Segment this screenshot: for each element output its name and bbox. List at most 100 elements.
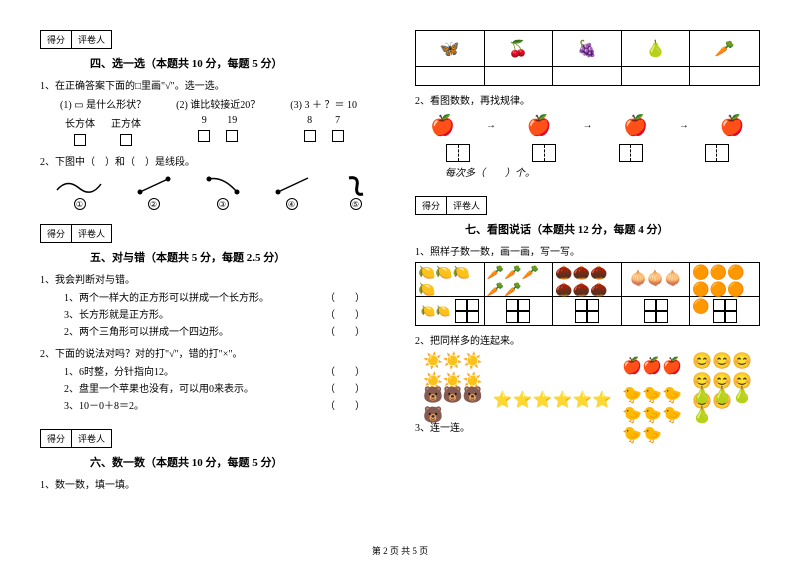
cell-blank[interactable] bbox=[553, 297, 622, 325]
checkbox[interactable] bbox=[332, 130, 344, 142]
grid-blank[interactable] bbox=[553, 67, 622, 85]
sec4-q2: 2、下图中（ ）和（ ）是线段。 bbox=[40, 153, 385, 168]
sec6-q1: 1、数一数，填一填。 bbox=[40, 476, 385, 491]
shape-3: ③ bbox=[203, 174, 243, 210]
cell-lemons: 🍋🍋🍋🍋 bbox=[416, 263, 485, 297]
grid-blank[interactable] bbox=[690, 67, 759, 85]
paren[interactable]: （ ） bbox=[325, 381, 365, 398]
score-box-sec4: 得分 评卷人 bbox=[40, 30, 112, 49]
label-4: ④ bbox=[286, 198, 298, 210]
cell-blank[interactable] bbox=[485, 297, 554, 325]
sec4-c3: (3) 3 ＋ ？＝ 10 8 7 bbox=[290, 96, 357, 149]
mini-grid bbox=[455, 299, 479, 323]
grader-label: 评卷人 bbox=[447, 197, 486, 214]
score-box-sec5: 得分 评卷人 bbox=[40, 224, 112, 243]
sec4-c3-b: 7 bbox=[335, 115, 340, 126]
bowl-icon: 🍎 bbox=[430, 113, 455, 138]
paren[interactable]: （ ） bbox=[325, 398, 365, 415]
paren[interactable]: （ ） bbox=[325, 324, 365, 341]
score-label: 得分 bbox=[41, 225, 72, 242]
grid-blank[interactable] bbox=[622, 67, 691, 85]
sec6-title: 六、数一数（本题共 10 分，每题 5 分） bbox=[90, 454, 385, 470]
sec4-c3-a: 8 bbox=[307, 115, 312, 126]
label-5: ⑤ bbox=[350, 198, 362, 210]
match-stars: ⭐⭐⭐⭐⭐⭐ bbox=[493, 385, 613, 415]
sec5-l5: 2、盘里一个苹果也没有，可以用0来表示。 bbox=[64, 381, 254, 398]
cell-blank[interactable] bbox=[690, 297, 759, 325]
checkbox[interactable] bbox=[74, 134, 86, 146]
sec4-title: 四、选一选（本题共 10 分，每题 5 分） bbox=[90, 55, 385, 71]
score-box-sec7: 得分 评卷人 bbox=[415, 196, 487, 215]
paren[interactable]: （ ） bbox=[325, 290, 365, 307]
paren[interactable]: （ ） bbox=[325, 364, 365, 381]
cell-carrots: 🥕🥕🥕🥕🥕 bbox=[485, 263, 554, 297]
sec4-c1-q: (1) ▭ 是什么形状？ bbox=[60, 96, 146, 111]
cell-example: 🍋🍋 bbox=[416, 297, 485, 325]
right-q2: 2、看图数数，再找规律。 bbox=[415, 92, 760, 107]
label-3: ③ bbox=[217, 198, 229, 210]
arrow-icon: → bbox=[582, 120, 592, 131]
cell-blank[interactable] bbox=[622, 297, 691, 325]
grid-cell-grapes: 🍇 bbox=[553, 31, 622, 67]
dash-box[interactable] bbox=[705, 144, 729, 162]
bowl-icon: 🍎 bbox=[527, 113, 552, 138]
grid-blank[interactable] bbox=[485, 67, 554, 85]
sec5-title: 五、对与错（本题共 5 分，每题 2.5 分） bbox=[90, 249, 385, 265]
sec5-l2: 3、长方形就是正方形。 bbox=[64, 307, 169, 324]
sec4-c1-b: 正方体 bbox=[111, 119, 141, 130]
sec5-l1: 1、两个一样大的正方形可以拼成一个长方形。 bbox=[64, 290, 269, 307]
sec4-c2: (2) 谁比较接近20？ 9 19 bbox=[176, 96, 260, 149]
grader-label: 评卷人 bbox=[72, 31, 111, 48]
sec5-l4: 1、6时整，分针指向12。 bbox=[64, 364, 174, 381]
dash-boxes-row bbox=[415, 144, 760, 162]
score-box-sec6: 得分 评卷人 bbox=[40, 429, 112, 448]
checkbox[interactable] bbox=[304, 130, 316, 142]
dash-box[interactable] bbox=[619, 144, 643, 162]
score-label: 得分 bbox=[416, 197, 447, 214]
count-draw-grid: 🍋🍋🍋🍋 🥕🥕🥕🥕🥕 🌰🌰🌰🌰🌰🌰 🧅🧅🧅 🟠🟠🟠🟠🟠🟠🟠 🍋🍋 bbox=[415, 262, 760, 326]
shape-1: ① bbox=[55, 174, 105, 210]
grid-cell-cherries: 🍒 bbox=[485, 31, 554, 67]
shapes-row: ① ② ③ ④ ⑤ bbox=[40, 174, 385, 210]
dash-box[interactable] bbox=[446, 144, 470, 162]
top-picture-grid: 🦋 🍒 🍇 🍐 🥕 bbox=[415, 30, 760, 86]
bowl-icon: 🍎 bbox=[623, 113, 648, 138]
grader-label: 评卷人 bbox=[72, 225, 111, 242]
sec5-l3: 2、两个三角形可以拼成一个四边形。 bbox=[64, 324, 229, 341]
match-pears: 🍐🍐🍐🍐 bbox=[692, 385, 752, 415]
label-2: ② bbox=[148, 198, 160, 210]
arrow-icon: → bbox=[486, 120, 496, 131]
shape-4: ④ bbox=[272, 174, 312, 210]
sec4-c1-a: 长方体 bbox=[65, 119, 95, 130]
sec4-c2-q: (2) 谁比较接近20？ bbox=[176, 96, 260, 111]
match-area[interactable]: ☀️☀️☀️☀️☀️☀️ 🍎🍎🍎 😊😊😊😊😊😊😊😊 🐻🐻🐻🐻 ⭐⭐⭐⭐⭐⭐ 🐤🐤… bbox=[423, 351, 752, 415]
sec5-q2: 2、下面的说法对吗？对的打"√"，错的打"×"。 bbox=[40, 345, 385, 360]
label-1: ① bbox=[74, 198, 86, 210]
bowls-row: 🍎 → 🍎 → 🍎 → 🍎 bbox=[415, 113, 760, 138]
match-suns: ☀️☀️☀️☀️☀️☀️ bbox=[423, 351, 483, 381]
shape-5: ⑤ bbox=[341, 174, 371, 210]
arrow-icon: → bbox=[679, 120, 689, 131]
grid-blank[interactable] bbox=[416, 67, 485, 85]
checkbox[interactable] bbox=[226, 130, 238, 142]
score-label: 得分 bbox=[41, 31, 72, 48]
pattern-text: 每次多（ ）个。 bbox=[445, 166, 760, 182]
checkbox[interactable] bbox=[198, 130, 210, 142]
sec7-q2: 2、把同样多的连起来。 bbox=[415, 332, 760, 347]
match-bears: 🐻🐻🐻🐻 bbox=[423, 385, 483, 415]
dash-box[interactable] bbox=[532, 144, 556, 162]
shape-2: ② bbox=[134, 174, 174, 210]
sec4-c2-b: 19 bbox=[227, 115, 237, 126]
grader-label: 评卷人 bbox=[72, 430, 111, 447]
sec7-title: 七、看图说话（本题共 12 分，每题 4 分） bbox=[465, 221, 760, 237]
score-label: 得分 bbox=[41, 430, 72, 447]
page-footer: 第 2 页 共 5 页 bbox=[0, 544, 800, 557]
bowl-icon: 🍎 bbox=[720, 113, 745, 138]
cell-radish: 🌰🌰🌰🌰🌰🌰 bbox=[553, 263, 622, 297]
match-faces: 😊😊😊😊😊😊😊😊 bbox=[692, 351, 752, 381]
checkbox[interactable] bbox=[120, 134, 132, 146]
cell-beets: 🧅🧅🧅 bbox=[622, 263, 691, 297]
sec5-q1: 1、我会判断对与错。 bbox=[40, 271, 385, 286]
paren[interactable]: （ ） bbox=[325, 307, 365, 324]
sec7-q1: 1、照样子数一数，画一画，写一写。 bbox=[415, 243, 760, 258]
